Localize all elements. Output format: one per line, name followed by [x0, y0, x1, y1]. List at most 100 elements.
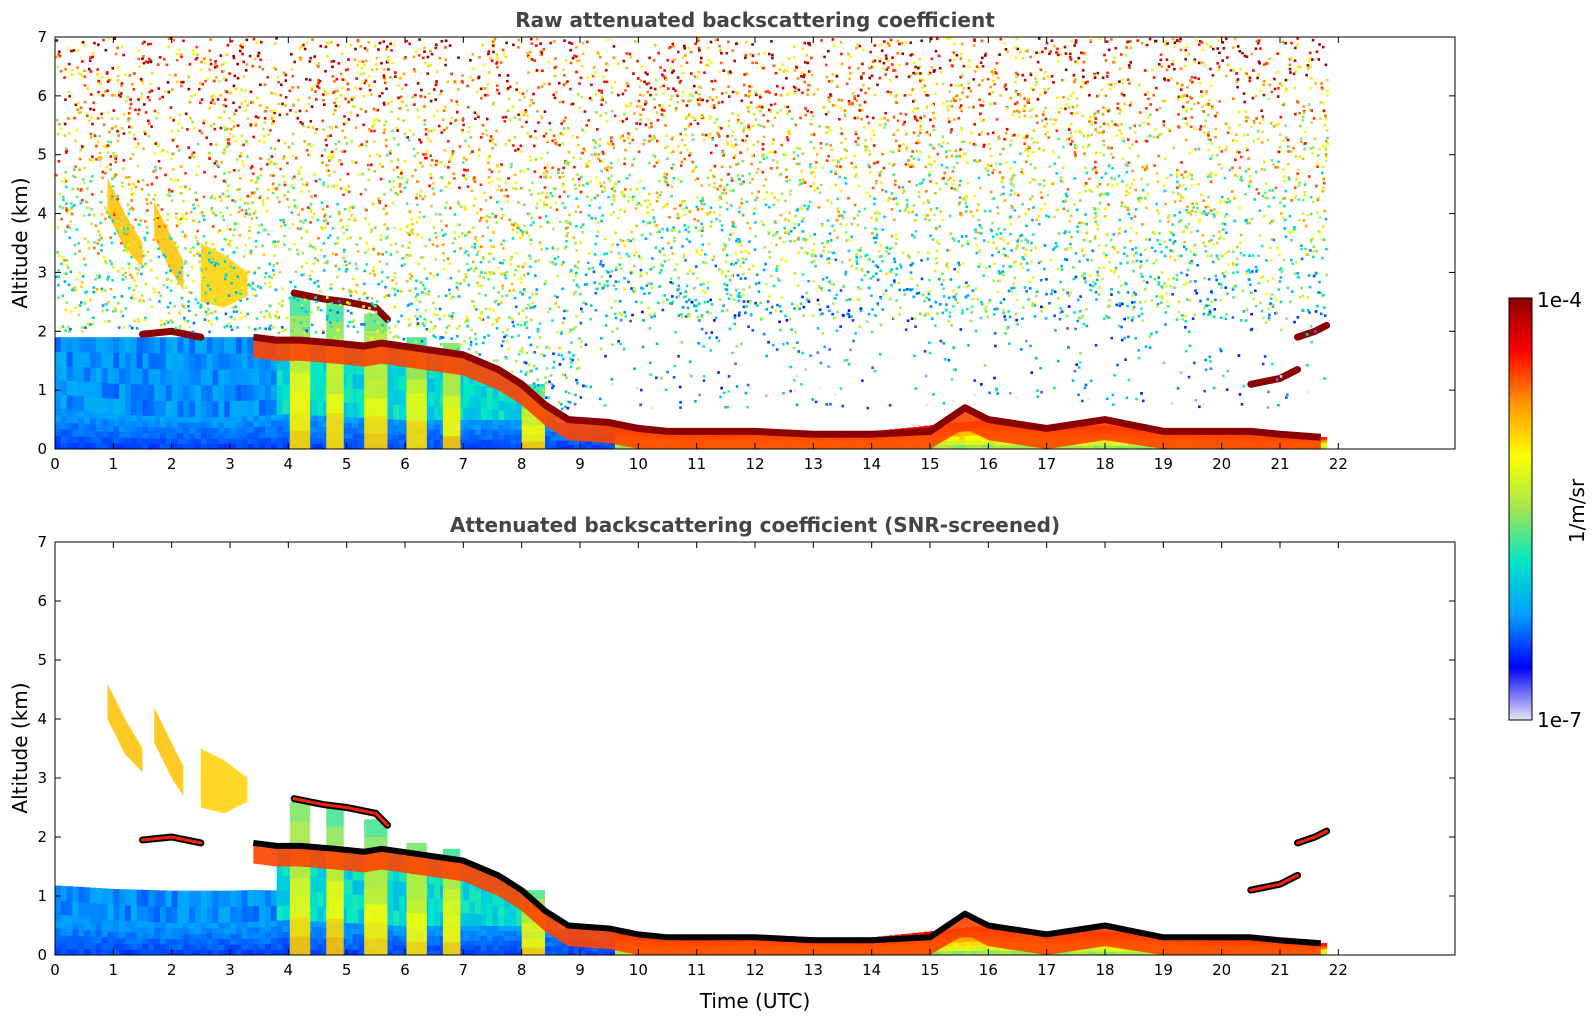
- noise-pixel: [572, 327, 576, 331]
- noise-pixel: [144, 263, 147, 267]
- noise-pixel: [622, 59, 626, 63]
- noise-pixel: [927, 133, 931, 137]
- noise-pixel: [239, 152, 243, 155]
- boundary-layer-cell: [84, 442, 91, 449]
- noise-pixel: [1247, 167, 1251, 171]
- noise-pixel: [1128, 186, 1132, 190]
- noise-pixel: [952, 346, 956, 349]
- noise-pixel: [1053, 246, 1057, 249]
- noise-pixel: [897, 202, 900, 206]
- noise-pixel: [185, 212, 188, 215]
- noise-pixel: [1088, 274, 1092, 278]
- noise-pixel: [770, 166, 773, 170]
- boundary-layer-cell: [457, 419, 464, 425]
- noise-pixel: [847, 249, 851, 253]
- boundary-layer-cell: [218, 422, 225, 428]
- boundary-layer-cell: [434, 419, 441, 425]
- noise-pixel: [90, 136, 93, 139]
- noise-pixel: [1304, 224, 1308, 228]
- noise-pixel: [386, 227, 389, 231]
- noise-pixel: [155, 176, 159, 179]
- noise-pixel: [1172, 146, 1176, 149]
- noise-pixel: [1143, 248, 1147, 252]
- noise-pixel: [1248, 79, 1252, 83]
- boundary-layer-cell: [352, 433, 359, 439]
- noise-pixel: [811, 314, 815, 317]
- noise-pixel: [753, 248, 757, 251]
- noise-pixel: [931, 124, 935, 128]
- noise-pixel: [1162, 361, 1166, 365]
- haze-cell: [463, 406, 470, 421]
- haze-cell: [200, 337, 208, 354]
- noise-pixel: [240, 134, 244, 138]
- noise-pixel: [687, 46, 691, 50]
- noise-pixel: [472, 178, 475, 182]
- noise-pixel: [989, 164, 993, 168]
- haze-cell: [457, 393, 464, 408]
- noise-pixel: [309, 119, 313, 123]
- noise-pixel: [731, 112, 734, 115]
- noise-pixel: [1288, 58, 1292, 61]
- haze-cell: [171, 353, 178, 370]
- noise-pixel: [408, 129, 412, 132]
- haze-cell: [119, 352, 126, 369]
- noise-pixel: [931, 111, 935, 115]
- haze-cell: [189, 384, 196, 402]
- noise-pixel: [321, 228, 324, 231]
- noise-pixel: [733, 314, 737, 317]
- noise-pixel: [252, 212, 256, 215]
- noise-pixel: [489, 273, 492, 276]
- noise-pixel: [816, 88, 820, 91]
- noise-pixel: [545, 345, 548, 349]
- noise-pixel: [82, 257, 86, 261]
- haze-cell: [177, 337, 184, 354]
- noise-pixel: [240, 285, 244, 289]
- noise-pixel: [829, 402, 832, 406]
- noise-pixel: [845, 149, 848, 153]
- noise-pixel: [1300, 247, 1303, 251]
- noise-pixel: [345, 268, 349, 271]
- noise-pixel: [137, 237, 141, 240]
- noise-pixel: [1128, 104, 1132, 107]
- noise-pixel: [763, 197, 767, 201]
- noise-pixel: [609, 166, 613, 170]
- noise-pixel: [1053, 314, 1056, 318]
- haze-cell: [492, 388, 499, 400]
- noise-pixel: [647, 81, 651, 85]
- noise-pixel: [792, 55, 796, 59]
- noise-pixel: [1245, 271, 1249, 275]
- noise-pixel: [1076, 319, 1080, 323]
- noise-pixel: [848, 102, 851, 106]
- boundary-layer-cell: [486, 439, 493, 445]
- noise-pixel: [952, 42, 956, 45]
- boundary-layer-cell: [352, 438, 359, 445]
- noise-pixel: [836, 236, 839, 240]
- noise-pixel: [884, 289, 888, 293]
- boundary-layer-cell: [574, 440, 581, 446]
- boundary-layer-cell: [556, 444, 563, 449]
- noise-pixel: [679, 151, 682, 155]
- noise-pixel: [768, 52, 771, 56]
- noise-pixel: [884, 111, 888, 115]
- haze-cell: [95, 352, 103, 368]
- noise-pixel: [290, 184, 293, 187]
- boundary-layer-cell: [189, 432, 196, 439]
- noise-pixel: [307, 190, 311, 193]
- noise-pixel: [1209, 45, 1213, 48]
- haze-cell: [311, 385, 318, 401]
- noise-pixel: [631, 313, 634, 317]
- noise-pixel: [562, 260, 565, 264]
- noise-pixel: [402, 119, 406, 122]
- noise-pixel: [504, 142, 508, 146]
- noise-pixel: [1066, 97, 1070, 101]
- noise-pixel: [293, 198, 296, 202]
- boundary-layer-cell: [253, 415, 260, 422]
- noise-pixel: [1269, 246, 1272, 250]
- noise-pixel: [792, 379, 796, 382]
- noise-pixel: [775, 84, 779, 88]
- noise-pixel: [1042, 184, 1046, 188]
- noise-pixel: [477, 154, 480, 158]
- noise-pixel: [495, 327, 499, 330]
- noise-pixel: [575, 283, 579, 287]
- boundary-layer-cell: [550, 440, 558, 446]
